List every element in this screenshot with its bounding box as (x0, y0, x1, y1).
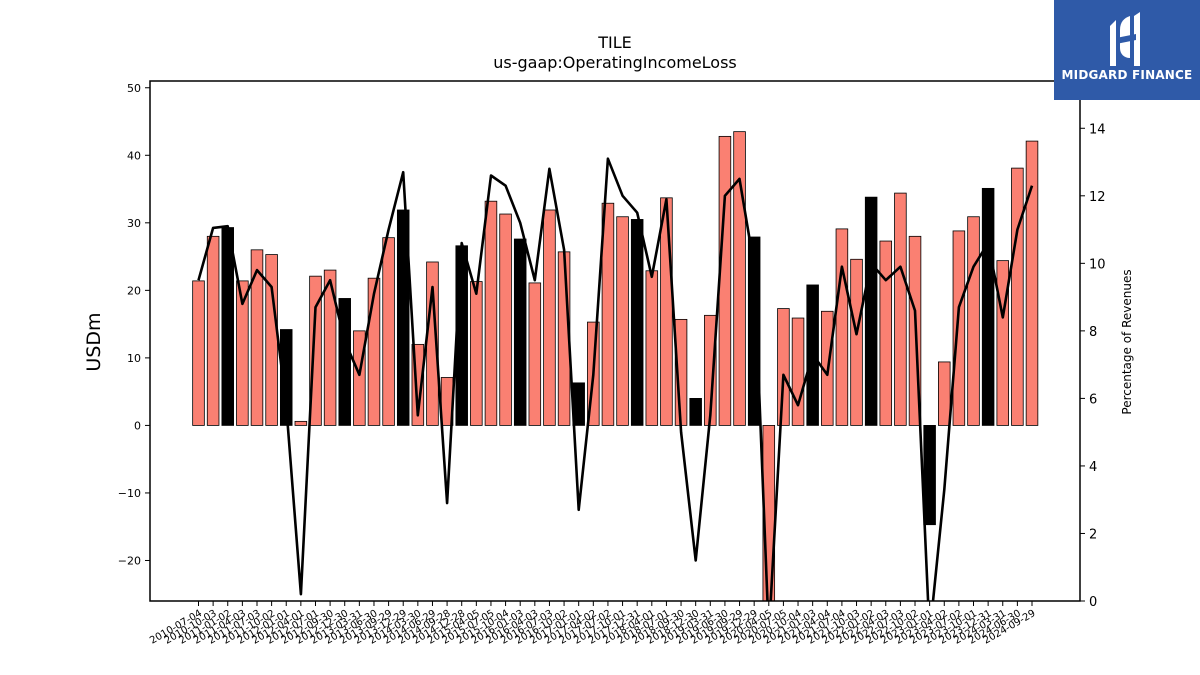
y-tick-label: 0 (134, 419, 141, 432)
bar (309, 275, 322, 426)
bar (513, 238, 527, 426)
y2-tick-label: 0 (1089, 595, 1097, 610)
bars-layer (192, 131, 1039, 601)
bar (879, 240, 893, 426)
bar (528, 282, 542, 426)
y2-tick-label: 14 (1089, 122, 1106, 137)
bar (791, 317, 805, 426)
midgard-logo-icon (1110, 12, 1140, 66)
chart-subtitle: us-gaap:OperatingIncomeLoss (493, 53, 737, 72)
bar (338, 298, 351, 426)
y-tick-label: −20 (118, 554, 141, 567)
plot-frame (149, 80, 1081, 602)
bar (601, 202, 615, 426)
bar (616, 216, 629, 426)
bar (967, 216, 980, 426)
bar (221, 227, 234, 426)
bar (645, 270, 659, 426)
bar (894, 192, 907, 426)
bar (484, 200, 498, 426)
bar (543, 209, 556, 426)
logo-text: MIDGARD FINANCE (1061, 68, 1193, 82)
logo-badge: MIDGARD FINANCE (1054, 0, 1200, 100)
bar (733, 131, 746, 426)
bar (265, 254, 278, 426)
y-axis-label: USDm (83, 312, 105, 371)
bar (470, 281, 483, 426)
bar (850, 258, 863, 426)
y2-axis-label: Percentage of Revenues (1120, 269, 1134, 414)
bar (981, 187, 995, 426)
y-tick-label: −10 (118, 487, 141, 500)
y-tick-label: 10 (127, 352, 141, 365)
bar (996, 260, 1010, 426)
bar (1011, 167, 1024, 426)
bar (938, 361, 951, 426)
chart-title: TILE (597, 33, 632, 52)
y-tick-label: 20 (127, 284, 141, 297)
y2-tick-label: 2 (1089, 527, 1097, 542)
bar (353, 330, 366, 426)
bar (660, 197, 673, 426)
line-layer (197, 157, 1034, 601)
axes-layer: −20−1001020304050024681012142010-07-0420… (118, 80, 1106, 647)
y2-tick-label: 10 (1089, 257, 1106, 272)
bar (250, 249, 264, 426)
bar (923, 425, 936, 526)
bar (367, 277, 381, 426)
bar (206, 235, 220, 426)
percentage-line (197, 157, 1034, 601)
bar (689, 398, 702, 426)
bar (952, 230, 966, 426)
bar (864, 196, 878, 426)
bar (499, 213, 512, 426)
bar (835, 228, 849, 426)
bar (279, 329, 293, 426)
bar (396, 209, 410, 426)
bar (630, 219, 644, 426)
bar (411, 343, 425, 426)
bar (1025, 140, 1039, 426)
y2-tick-label: 6 (1089, 392, 1097, 407)
bar (192, 280, 205, 426)
bar (747, 236, 761, 426)
y2-tick-label: 8 (1089, 325, 1097, 340)
bar (294, 420, 308, 426)
y-tick-label: 40 (127, 149, 141, 162)
y2-tick-label: 12 (1089, 190, 1106, 205)
bar (236, 280, 249, 426)
bar (382, 237, 395, 426)
bar (323, 269, 337, 426)
bar (777, 308, 790, 426)
y2-tick-label: 4 (1089, 460, 1097, 475)
bar (718, 135, 732, 426)
y-tick-label: 50 (127, 82, 141, 95)
y-tick-label: 30 (127, 217, 141, 230)
